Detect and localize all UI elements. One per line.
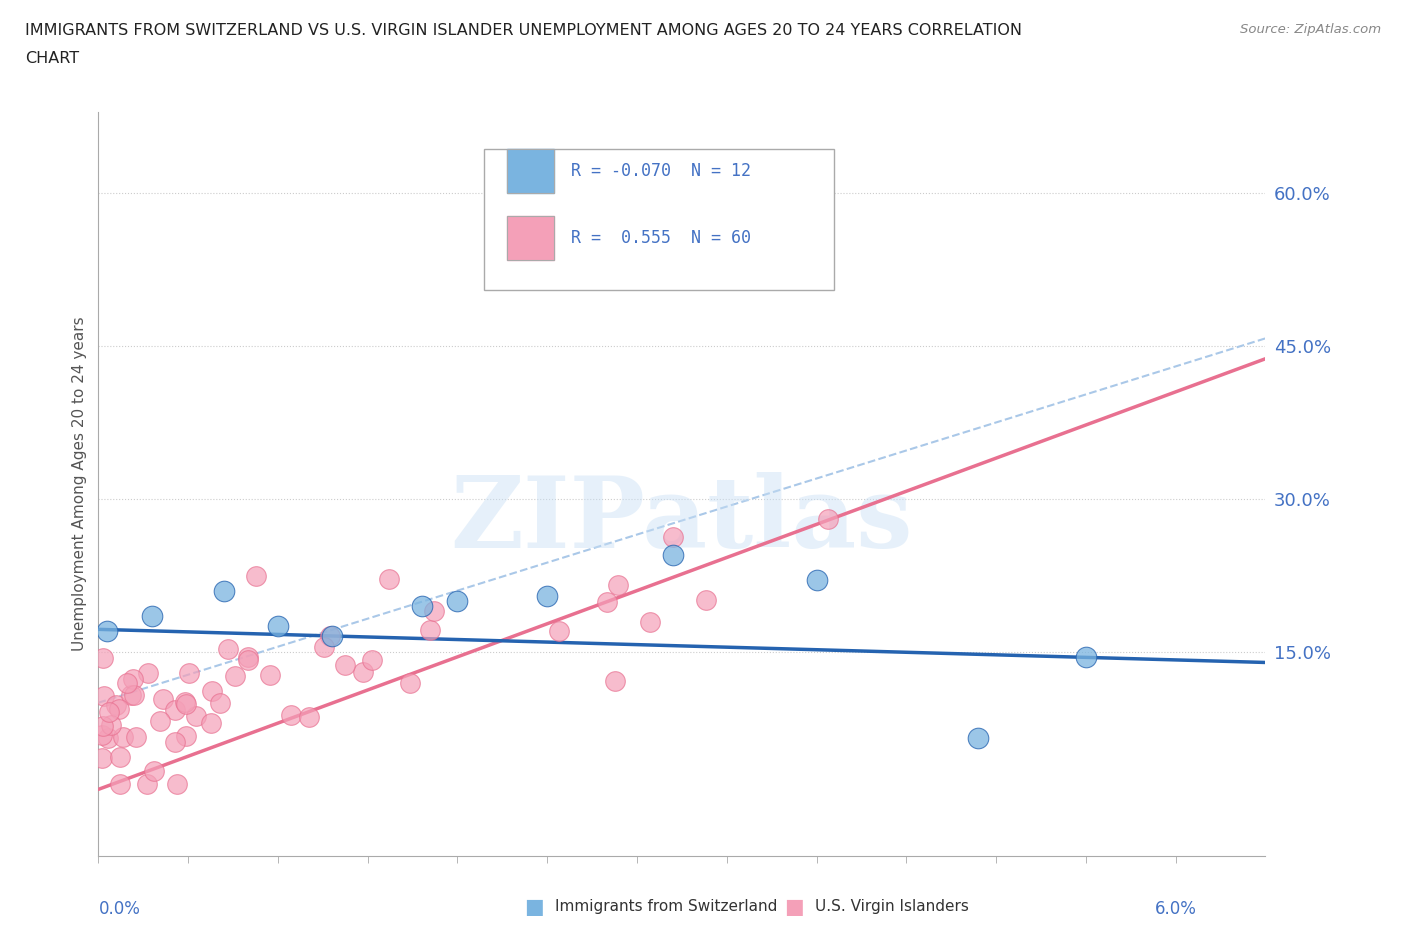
Point (100, 718, 122, 733)
Point (333, 658, 356, 672)
Point (640, 615, 662, 630)
Text: Immigrants from Switzerland: Immigrants from Switzerland (555, 899, 778, 914)
Point (605, 673, 627, 688)
Point (423, 604, 446, 618)
Point (136, 666, 159, 681)
Point (176, 729, 198, 744)
Point (122, 671, 145, 686)
Point (122, 687, 145, 702)
Point (662, 548, 685, 563)
Point (378, 571, 401, 586)
Point (143, 764, 166, 778)
Point (125, 730, 148, 745)
Point (149, 713, 172, 728)
Text: IMMIGRANTS FROM SWITZERLAND VS U.S. VIRGIN ISLANDER UNEMPLOYMENT AMONG AGES 20 T: IMMIGRANTS FROM SWITZERLAND VS U.S. VIRG… (25, 23, 1022, 38)
Point (91, 718, 114, 733)
Text: R = -0.070  N = 12: R = -0.070 N = 12 (571, 162, 751, 180)
Point (536, 589, 558, 604)
Point (280, 708, 302, 723)
Point (695, 593, 717, 608)
Point (93, 688, 115, 703)
Text: ■: ■ (785, 897, 804, 917)
Point (607, 578, 630, 592)
Point (662, 529, 685, 544)
Point (548, 624, 571, 639)
Bar (508, 216, 554, 260)
Text: 6.0%: 6.0% (1154, 900, 1197, 918)
Point (141, 608, 163, 623)
Point (806, 573, 828, 588)
Point (165, 735, 187, 750)
Point (97, 705, 120, 720)
Point (596, 594, 619, 609)
Point (112, 729, 135, 744)
Point (201, 684, 224, 698)
Point (200, 716, 222, 731)
Point (716, 211, 738, 226)
Point (398, 675, 420, 690)
Point (314, 640, 336, 655)
Point (1074, 649, 1097, 664)
Point (97, 731, 120, 746)
Point (212, 583, 235, 598)
Text: Source: ZipAtlas.com: Source: ZipAtlas.com (1240, 23, 1381, 36)
Point (91, 651, 114, 666)
Point (298, 710, 321, 724)
FancyBboxPatch shape (484, 149, 834, 290)
Text: R =  0.555  N = 60: R = 0.555 N = 60 (571, 229, 751, 247)
Point (236, 649, 259, 664)
Point (115, 676, 138, 691)
Point (91, 727, 114, 742)
Point (224, 669, 246, 684)
Point (411, 599, 433, 614)
Bar (508, 149, 554, 193)
Point (166, 777, 188, 791)
Point (104, 698, 127, 712)
Text: ZIPatlas: ZIPatlas (451, 472, 912, 569)
Point (110, 777, 132, 791)
Point (967, 731, 990, 746)
Point (120, 687, 142, 702)
Text: ■: ■ (524, 897, 544, 917)
Point (217, 641, 239, 656)
Point (184, 709, 207, 724)
Point (259, 668, 281, 683)
Point (208, 695, 231, 710)
Point (267, 618, 290, 633)
Point (96, 624, 118, 639)
Point (152, 691, 174, 706)
Point (817, 512, 839, 526)
Point (318, 629, 340, 644)
Point (361, 653, 384, 668)
Point (238, 653, 260, 668)
Point (90, 751, 112, 765)
Point (174, 697, 197, 711)
Y-axis label: Unemployment Among Ages 20 to 24 years: Unemployment Among Ages 20 to 24 years (72, 316, 87, 651)
Point (446, 593, 468, 608)
Text: U.S. Virgin Islanders: U.S. Virgin Islanders (815, 899, 969, 914)
Point (352, 664, 374, 679)
Point (136, 777, 159, 791)
Text: 0.0%: 0.0% (98, 900, 141, 918)
Point (321, 629, 343, 644)
Point (173, 694, 195, 709)
Point (108, 750, 131, 764)
Bar (508, 216, 554, 260)
Text: CHART: CHART (25, 51, 79, 66)
Point (108, 702, 131, 717)
Point (165, 703, 187, 718)
Point (419, 622, 441, 637)
Point (245, 568, 267, 583)
Bar (508, 149, 554, 193)
Point (177, 665, 200, 680)
